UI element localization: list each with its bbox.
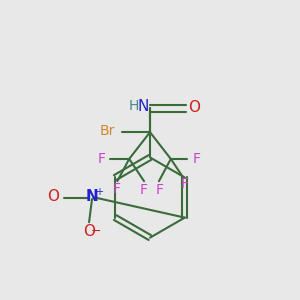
Text: N: N: [86, 189, 98, 204]
Text: O: O: [188, 100, 200, 115]
Text: F: F: [98, 152, 106, 166]
Text: F: F: [193, 152, 201, 166]
Text: H: H: [128, 99, 139, 113]
Text: F: F: [156, 182, 164, 197]
Text: O: O: [83, 224, 95, 239]
Text: O: O: [47, 189, 59, 204]
Text: +: +: [94, 187, 103, 196]
Text: N: N: [138, 98, 149, 113]
Text: F: F: [181, 177, 189, 191]
Text: F: F: [112, 182, 120, 196]
Text: −: −: [90, 225, 101, 238]
Text: Br: Br: [100, 124, 115, 138]
Text: F: F: [140, 182, 148, 197]
